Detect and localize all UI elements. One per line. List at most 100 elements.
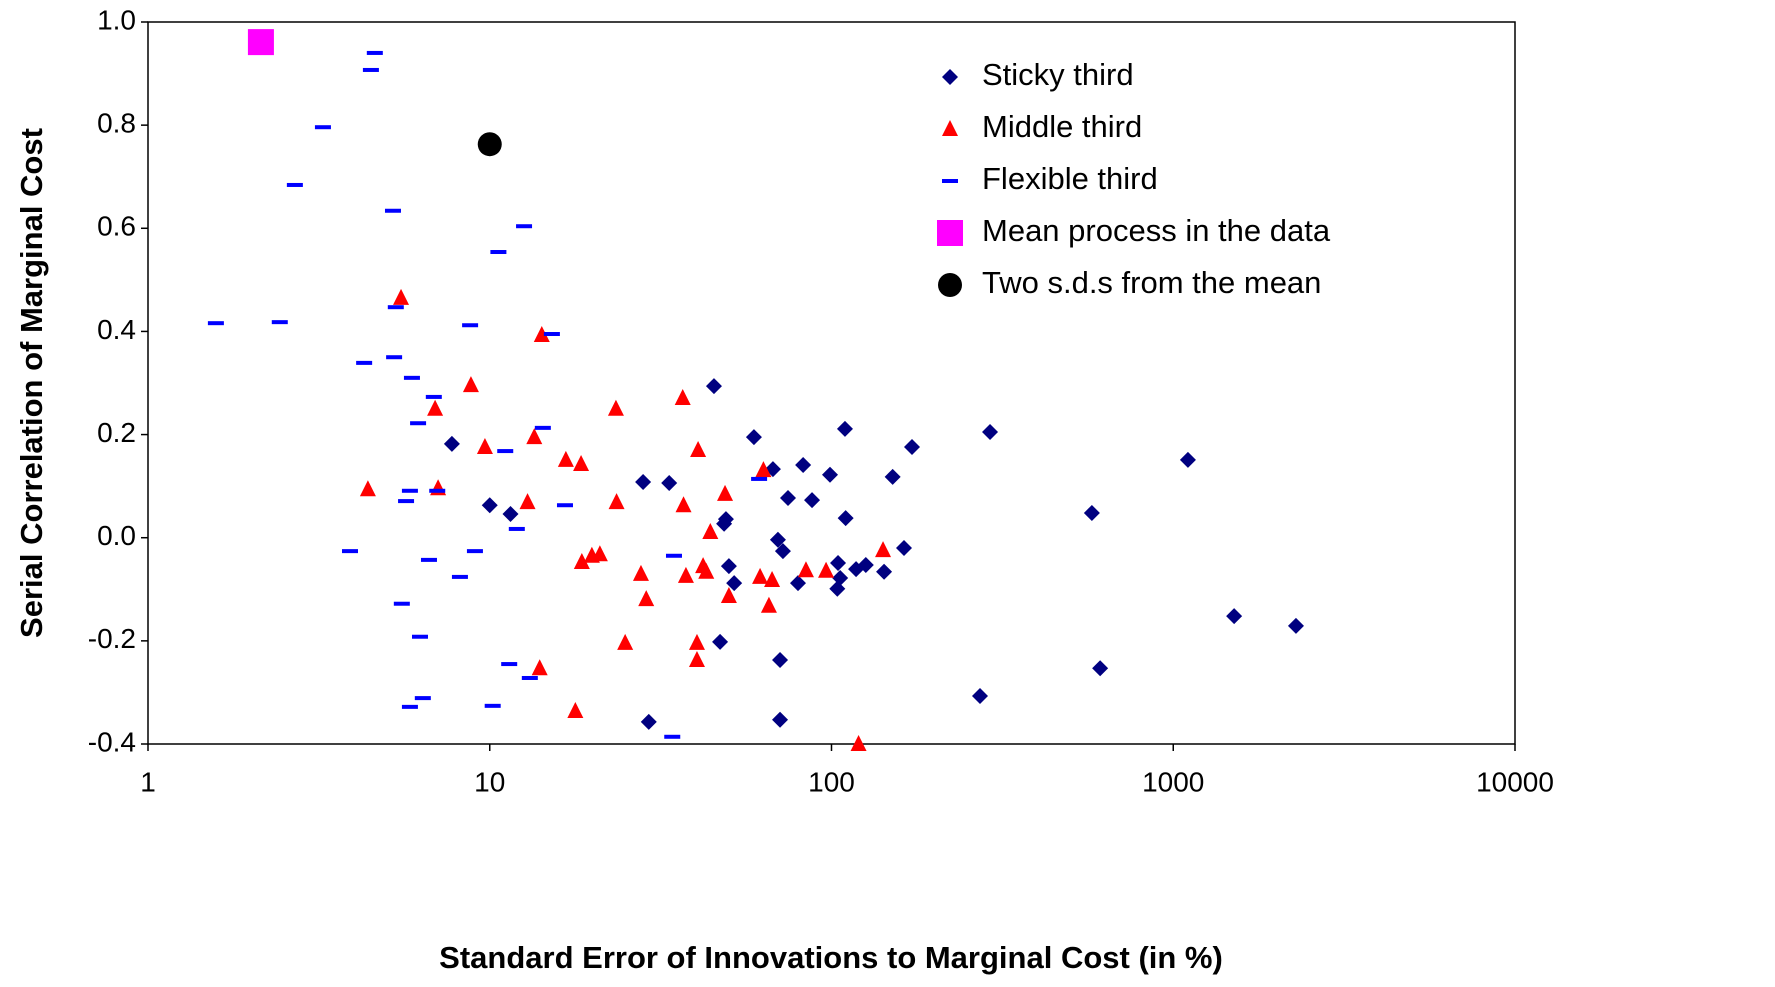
data-point (519, 493, 536, 510)
data-point (271, 320, 288, 325)
data-point (702, 523, 719, 540)
data-point (1083, 504, 1100, 521)
data-point (638, 590, 655, 607)
data-point (797, 561, 814, 578)
data-point (822, 466, 839, 483)
data-point (403, 375, 420, 380)
data-point (772, 711, 789, 728)
data-point (875, 541, 892, 558)
data-point (896, 540, 913, 557)
data-point (982, 423, 999, 440)
data-point (521, 675, 538, 680)
data-point (314, 125, 331, 130)
data-point (534, 425, 551, 430)
data-point (804, 492, 821, 509)
data-point (526, 428, 543, 445)
data-point (462, 376, 479, 393)
data-point (717, 484, 734, 501)
data-point (501, 662, 518, 667)
data-point (780, 490, 797, 507)
data-point (751, 476, 768, 481)
legend-marker (937, 220, 963, 246)
data-point (720, 558, 737, 575)
data-point (972, 688, 989, 705)
data-point (716, 515, 733, 532)
data-point (677, 566, 694, 583)
y-tick-label: 0.8 (97, 108, 136, 139)
data-point (443, 435, 460, 452)
data-point (774, 543, 791, 560)
legend-marker (942, 179, 958, 183)
data-point (764, 571, 781, 588)
x-tick-label: 1 (140, 766, 156, 797)
data-point (745, 429, 762, 446)
data-point (414, 696, 431, 701)
legend-label: Flexible third (982, 161, 1158, 196)
data-point (640, 713, 657, 730)
data-point (393, 288, 410, 305)
y-tick-label: 0.4 (97, 314, 136, 345)
data-point (557, 450, 574, 467)
y-tick-label: 0.0 (97, 520, 136, 551)
data-point (247, 29, 274, 56)
data-point (384, 208, 401, 213)
y-tick-label: 1.0 (97, 4, 136, 35)
data-point (830, 554, 847, 571)
data-point (661, 475, 678, 492)
data-point (857, 557, 874, 574)
data-point (876, 563, 893, 580)
data-point (1179, 451, 1196, 468)
x-tick-label: 1000 (1142, 766, 1204, 797)
data-point (829, 580, 846, 597)
data-point (567, 701, 584, 718)
data-point (837, 510, 854, 527)
data-point (476, 437, 493, 454)
data-point (818, 561, 835, 578)
data-point (591, 545, 608, 562)
legend-label: Two s.d.s from the mean (982, 265, 1321, 300)
data-point (533, 326, 550, 343)
data-point (359, 480, 376, 497)
data-point (850, 735, 867, 751)
data-point (884, 468, 901, 485)
data-point (531, 659, 548, 676)
data-point (411, 634, 428, 639)
data-point (688, 633, 705, 650)
data-point (420, 557, 437, 562)
data-point (690, 441, 707, 458)
data-point (836, 420, 853, 437)
data-point (410, 421, 427, 426)
data-point (427, 399, 444, 416)
data-point (712, 633, 729, 650)
data-point (477, 132, 502, 157)
x-axis-title: Standard Error of Innovations to Margina… (439, 940, 1223, 975)
data-point (675, 496, 692, 513)
data-point (401, 704, 418, 709)
data-point (484, 703, 501, 708)
data-point (386, 355, 403, 360)
data-point (508, 526, 525, 531)
legend-label: Sticky third (982, 57, 1134, 92)
data-point (543, 332, 560, 337)
data-point (573, 552, 590, 569)
data-point (573, 454, 590, 471)
data-point (755, 461, 772, 478)
data-point (1287, 617, 1304, 634)
data-point (903, 438, 920, 455)
y-tick-label: 0.6 (97, 211, 136, 242)
data-point (726, 575, 743, 592)
y-tick-label: -0.2 (88, 623, 136, 654)
data-point (466, 549, 483, 554)
legend-marker (938, 273, 962, 297)
data-point (462, 323, 479, 328)
data-point (608, 493, 625, 510)
data-point (429, 488, 446, 493)
data-point (393, 601, 410, 606)
data-point (772, 651, 789, 668)
data-point (481, 497, 498, 514)
legend-label: Mean process in the data (982, 213, 1331, 248)
y-tick-label: 0.2 (97, 417, 136, 448)
x-tick-label: 10000 (1476, 766, 1554, 797)
data-point (556, 503, 573, 508)
